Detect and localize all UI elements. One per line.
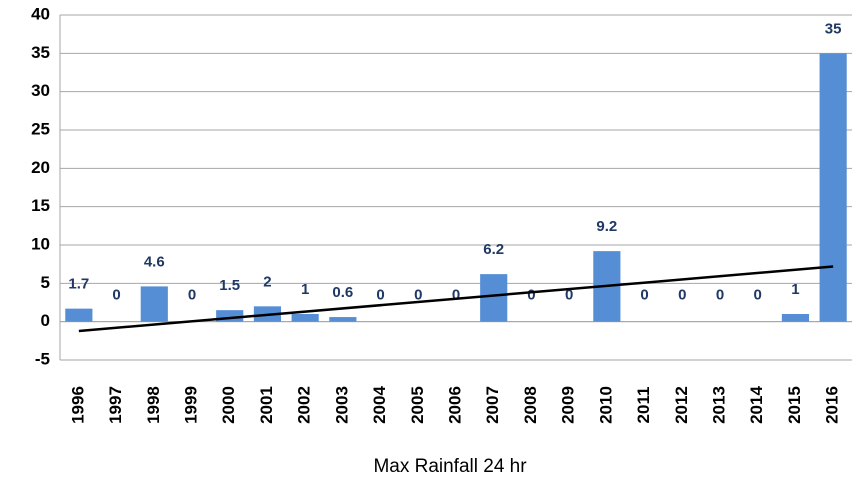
x-tick-label: 2015 [785, 386, 804, 424]
x-tick-label: 1996 [68, 386, 87, 424]
value-label: 0 [112, 287, 120, 304]
value-label: 0 [376, 287, 384, 304]
bar [291, 314, 319, 322]
x-tick-label: 1998 [144, 386, 163, 424]
value-label: 1 [301, 281, 309, 298]
trendline [78, 265, 834, 333]
bar [216, 310, 244, 322]
y-tick-label: 35 [31, 43, 50, 62]
x-tick-label: 2009 [559, 386, 578, 424]
value-label: 0 [565, 287, 573, 304]
x-tick-label: 1999 [181, 386, 200, 424]
x-axis-title: Max Rainfall 24 hr [373, 456, 527, 477]
x-tick-label: 1997 [106, 386, 125, 424]
value-label: 35 [825, 20, 842, 37]
y-tick-label: 30 [31, 81, 50, 100]
y-tick-label: 25 [31, 119, 50, 138]
bar [65, 308, 93, 322]
x-tick-label: 2004 [370, 386, 389, 424]
x-tick-label: 2001 [257, 386, 276, 424]
value-label: 9.2 [596, 218, 617, 235]
x-tick-label: 2006 [445, 386, 464, 424]
y-tick-label: 0 [41, 311, 50, 330]
y-tick-label: 40 [31, 4, 50, 23]
bar [781, 314, 810, 322]
value-label: 1.7 [68, 276, 89, 293]
value-label: 0 [754, 287, 762, 304]
value-label: 0.6 [332, 284, 353, 301]
x-tick-label: 2016 [823, 386, 842, 424]
value-label: 2 [263, 273, 271, 290]
x-tick-label: 2003 [332, 386, 351, 424]
x-tick-label: 2002 [295, 386, 314, 424]
x-tick-label: 2013 [709, 386, 728, 424]
y-tick-label: 10 [31, 234, 50, 253]
value-label: 0 [527, 287, 535, 304]
value-label: 1.5 [219, 277, 240, 294]
x-tick-label: 2011 [634, 387, 653, 424]
y-tick-label: 15 [31, 196, 50, 215]
value-label: 0 [452, 287, 460, 304]
value-label: 0 [188, 287, 196, 304]
value-label: 0 [678, 287, 686, 304]
bar [329, 317, 357, 322]
x-tick-label: 2005 [408, 386, 427, 424]
value-label: 0 [640, 287, 648, 304]
value-label: 4.6 [144, 253, 165, 270]
y-tick-label: 5 [41, 273, 50, 292]
value-label: 0 [716, 287, 724, 304]
bar [819, 53, 847, 322]
x-tick-label: 2012 [672, 386, 691, 424]
y-tick-label: 20 [31, 158, 50, 177]
x-tick-label: 2007 [483, 386, 502, 424]
y-tick-label: -5 [35, 349, 50, 368]
value-label: 6.2 [483, 241, 504, 258]
bar [140, 286, 168, 322]
x-tick-label: 2010 [596, 386, 615, 424]
bar [480, 274, 508, 322]
value-label: 1 [791, 281, 799, 298]
x-tick-label: 2014 [747, 386, 766, 424]
x-tick-label: 2008 [521, 386, 540, 424]
x-tick-label: 2000 [219, 386, 238, 424]
value-label: 0 [414, 287, 422, 304]
